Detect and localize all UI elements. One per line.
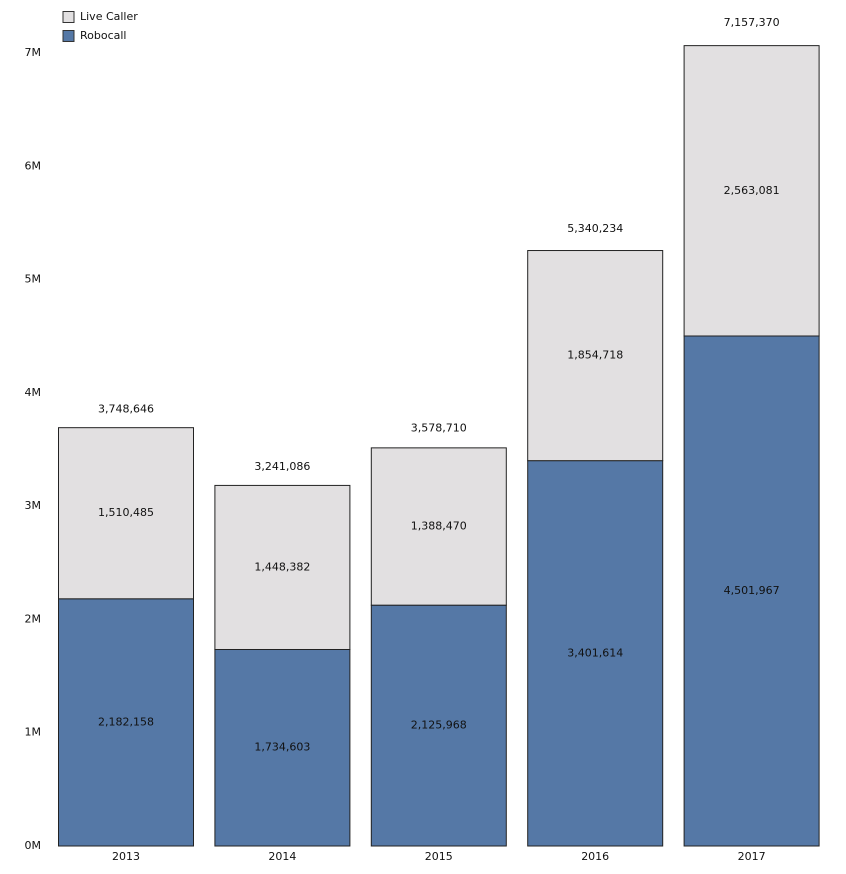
x-tick-label: 2013 (112, 850, 140, 863)
value-label: 3,401,614 (567, 646, 623, 659)
bar-segment (683, 45, 820, 337)
value-label: 4,501,967 (724, 584, 780, 597)
bar-segment (58, 598, 194, 847)
y-tick-label: 7M (25, 46, 42, 59)
x-tick-label: 2014 (268, 850, 296, 863)
y-tick-label: 6M (25, 159, 42, 172)
value-label: 1,854,718 (567, 349, 623, 362)
bar-segment (370, 447, 507, 606)
y-tick-label: 5M (25, 273, 42, 286)
bar-segment (683, 335, 820, 847)
total-label: 7,157,370 (724, 16, 780, 29)
legend-label: Live Caller (80, 10, 138, 23)
x-tick-label: 2016 (581, 850, 609, 863)
x-tick-label: 2015 (425, 850, 453, 863)
total-label: 3,748,646 (98, 402, 154, 415)
y-tick-label: 0M (25, 839, 42, 852)
value-label: 1,510,485 (98, 506, 154, 519)
bar-segment (58, 427, 194, 600)
legend-label: Robocall (80, 29, 127, 42)
bar-segment (527, 250, 664, 462)
y-tick-label: 2M (25, 612, 42, 625)
y-tick-label: 4M (25, 386, 42, 399)
total-label: 3,241,086 (254, 460, 310, 473)
legend-swatch (62, 30, 75, 42)
total-label: 5,340,234 (567, 222, 623, 235)
value-label: 1,388,470 (411, 520, 467, 533)
bar-segment (214, 484, 351, 650)
y-tick-label: 1M (25, 726, 42, 739)
value-label: 1,734,603 (254, 741, 310, 754)
value-label: 2,125,968 (411, 719, 467, 732)
legend-swatch (62, 11, 75, 23)
x-tick-label: 2017 (738, 850, 766, 863)
y-tick-label: 3M (25, 499, 42, 512)
value-label: 2,563,081 (724, 184, 780, 197)
value-label: 1,448,382 (254, 560, 310, 573)
value-label: 2,182,158 (98, 715, 154, 728)
bar-segment (370, 604, 507, 847)
total-label: 3,578,710 (411, 422, 467, 435)
bar-segment (527, 460, 664, 847)
